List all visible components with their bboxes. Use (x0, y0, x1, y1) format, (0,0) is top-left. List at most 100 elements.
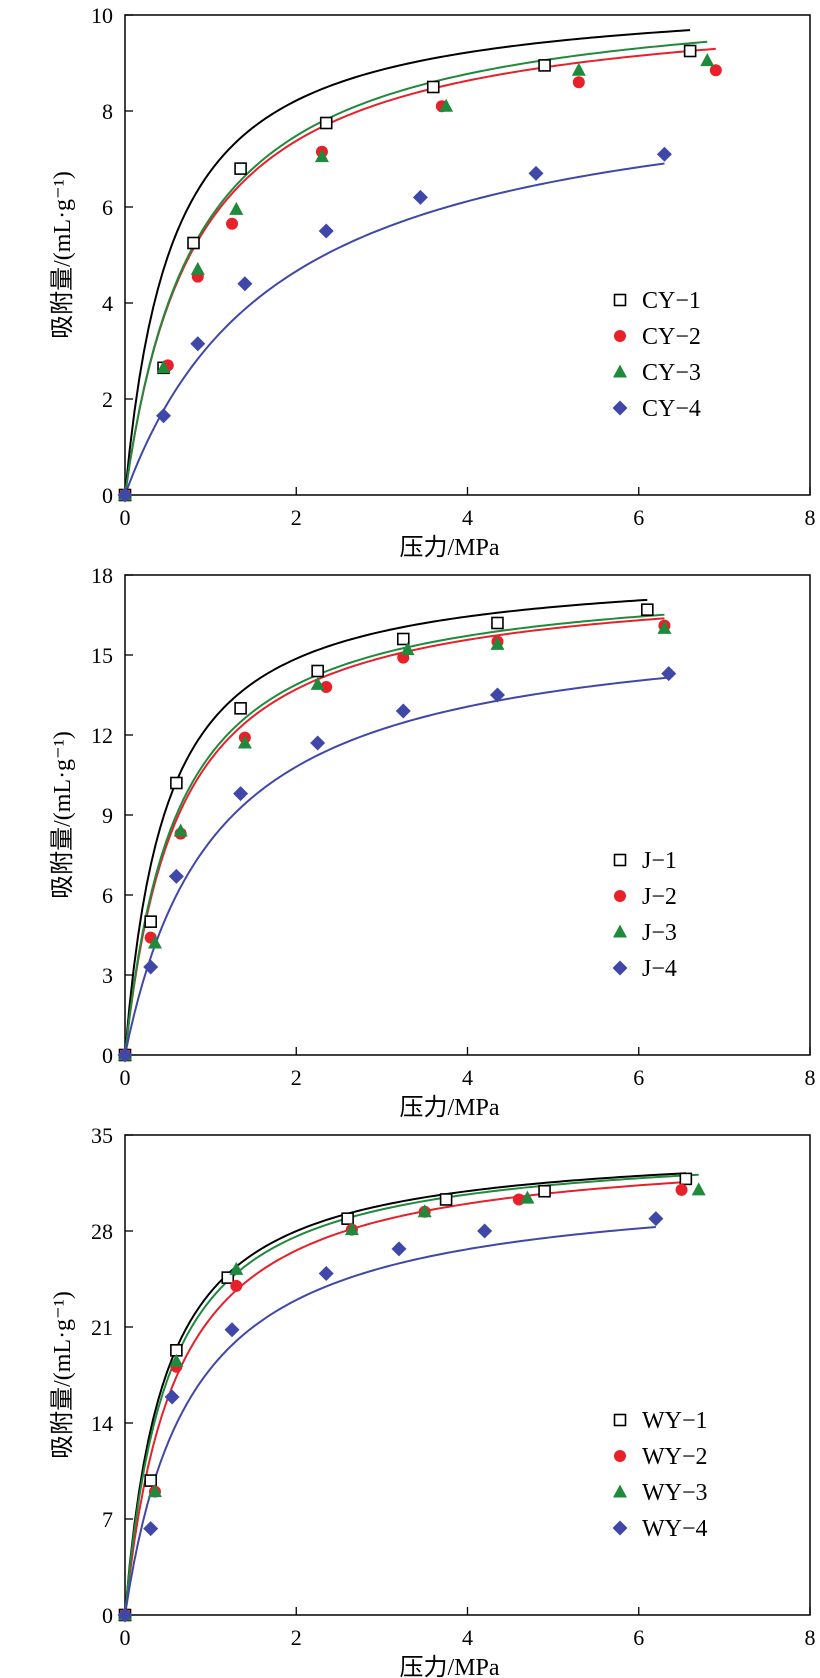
x-axis-label: 压力/MPa (399, 1094, 499, 1121)
data-point-WY−4 (391, 1241, 407, 1257)
data-point-CY−4 (237, 276, 253, 292)
legend-label: WY−3 (642, 1480, 708, 1506)
data-point-J−3 (310, 676, 325, 690)
data-point-WY−3 (169, 1353, 184, 1367)
y-tick-label: 8 (102, 99, 113, 124)
legend-label: CY−2 (642, 324, 701, 350)
y-tick-label: 10 (91, 3, 113, 28)
legend-label: CY−3 (642, 360, 701, 386)
data-point-J−4 (310, 735, 326, 751)
data-point-J−3 (173, 823, 188, 837)
data-point-WY−4 (477, 1223, 493, 1239)
y-tick-label: 7 (102, 1507, 113, 1532)
y-tick-label: 28 (91, 1219, 113, 1244)
data-point-WY−3 (691, 1182, 706, 1196)
fit-curve-CY−1 (124, 29, 691, 496)
y-tick-label: 2 (102, 387, 113, 412)
data-point-WY−4 (164, 1389, 180, 1405)
legend-marker-WY−3 (613, 1484, 627, 1498)
y-tick-label: 0 (102, 1043, 113, 1068)
data-point-J−4 (661, 666, 677, 682)
x-tick-label: 4 (462, 1065, 473, 1090)
data-point-J−3 (490, 636, 505, 650)
data-point-CY−1 (538, 59, 551, 72)
data-point-J−4 (489, 687, 505, 703)
legend-marker-CY−2 (614, 330, 626, 342)
data-point-J−3 (657, 620, 672, 634)
data-point-WY−1 (439, 1193, 453, 1206)
data-point-J−1 (491, 616, 504, 630)
y-axis-label: 吸附量/(mL·g⁻¹) (49, 1291, 76, 1459)
y-tick-label: 21 (91, 1315, 113, 1340)
legend-label: WY−1 (642, 1408, 708, 1434)
x-tick-label: 2 (291, 1625, 302, 1650)
plot-frame (124, 574, 811, 1056)
data-point-WY−1 (221, 1271, 235, 1284)
x-tick-label: 6 (633, 1625, 644, 1650)
data-point-J−3 (237, 735, 252, 749)
data-point-CY−1 (187, 236, 200, 250)
fit-curve-J−2 (124, 617, 665, 1056)
fit-curve-WY−3 (124, 1173, 699, 1616)
y-tick-label: 0 (102, 483, 113, 508)
legend-label: WY−4 (642, 1516, 708, 1542)
data-point-J−3 (400, 642, 415, 656)
legend-marker-CY−1 (613, 293, 627, 307)
data-point-J−1 (144, 915, 157, 928)
data-point-CY−2 (572, 76, 585, 89)
data-point-J−4 (233, 786, 249, 802)
legend-marker-WY−2 (614, 1450, 626, 1462)
data-point-CY−1 (683, 44, 697, 58)
plot-frame (124, 14, 811, 496)
x-tick-label: 6 (633, 1065, 644, 1090)
x-tick-label: 8 (805, 505, 816, 530)
data-point-WY−4 (117, 1607, 133, 1623)
data-point-WY−3 (344, 1222, 359, 1236)
data-point-J−1 (396, 632, 410, 646)
fit-curve-CY−3 (124, 40, 708, 496)
y-axis-label: 吸附量/(mL·g⁻¹) (49, 731, 76, 899)
data-point-WY−3 (229, 1261, 244, 1275)
x-axis-label: 压力/MPa (399, 1654, 499, 1678)
legend-label: CY−4 (642, 396, 701, 422)
data-point-CY−4 (528, 165, 544, 181)
y-tick-label: 6 (102, 195, 113, 220)
data-point-WY−1 (538, 1184, 551, 1198)
chart-panel-2: 0 2 4 6 8 0 3 6 9 12 15 18 压力/MPa 吸附量/(mL·g⁻¹) J−1 J−2 J… (49, 563, 816, 1121)
fit-curve-WY−1 (124, 1172, 686, 1616)
fit-curve-J−3 (124, 613, 665, 1056)
data-point-CY−3 (700, 53, 715, 67)
y-axis-label: 吸附量/(mL·g⁻¹) (49, 171, 76, 339)
data-point-WY−1 (144, 1474, 157, 1487)
legend-marker-J−4 (612, 960, 628, 976)
data-point-WY−4 (224, 1322, 240, 1338)
data-point-CY−3 (439, 98, 454, 112)
data-point-J−1 (641, 603, 654, 616)
fit-curve-CY−2 (124, 47, 716, 496)
data-point-WY−3 (147, 1484, 162, 1498)
legend-label: CY−1 (642, 288, 701, 314)
fit-curve-CY−4 (124, 162, 665, 496)
y-tick-label: 14 (91, 1411, 113, 1436)
legend-marker-J−3 (613, 924, 627, 938)
data-point-WY−1 (679, 1172, 693, 1186)
fit-curve-J−1 (124, 598, 648, 1056)
data-point-CY−1 (234, 162, 247, 175)
data-point-CY−4 (117, 487, 133, 503)
data-point-WY−4 (143, 1521, 159, 1537)
legend-marker-WY−1 (613, 1413, 627, 1427)
data-point-J−1 (234, 702, 247, 715)
legend-label: WY−2 (642, 1444, 708, 1470)
legend-marker-J−1 (613, 853, 627, 867)
x-tick-label: 2 (291, 1065, 302, 1090)
data-point-CY−2 (709, 64, 722, 77)
x-tick-label: 8 (805, 1625, 816, 1650)
data-point-CY−1 (319, 116, 333, 130)
y-tick-label: 0 (102, 1603, 113, 1628)
data-point-CY−3 (571, 62, 586, 76)
x-tick-label: 0 (120, 1625, 131, 1650)
plot-frame (124, 1134, 811, 1616)
y-tick-label: 4 (102, 291, 113, 316)
data-point-J−4 (117, 1047, 133, 1063)
data-point-CY−3 (314, 149, 329, 163)
